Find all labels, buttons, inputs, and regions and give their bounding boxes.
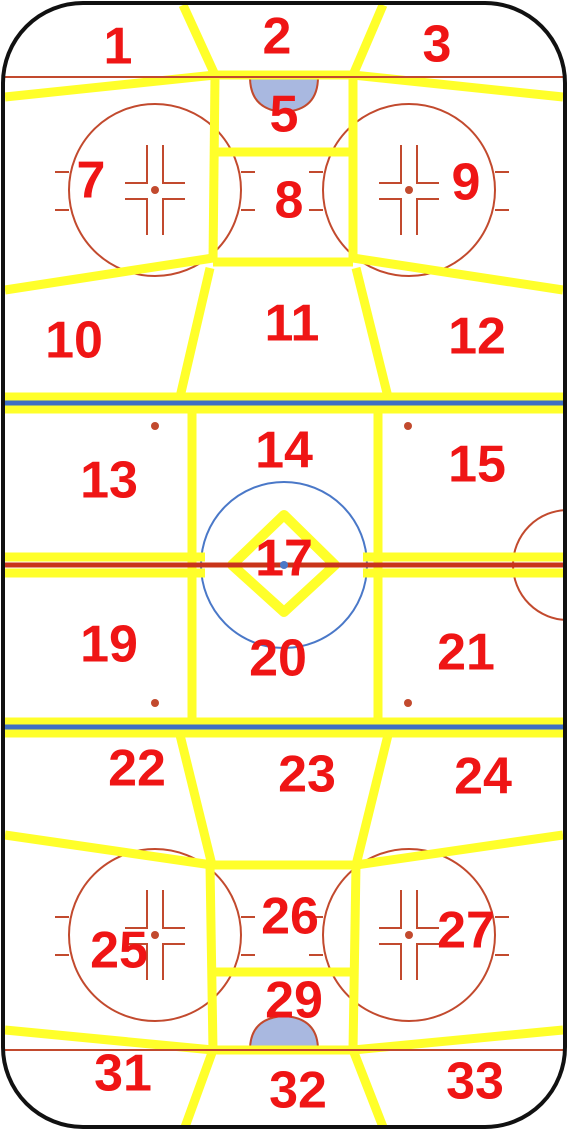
zone-label-14: 14	[255, 422, 313, 480]
faceoff-circle-top-left	[55, 103, 255, 277]
zone-label-23: 23	[278, 746, 336, 804]
rink-markings	[3, 3, 565, 1127]
zone-label-12: 12	[448, 308, 506, 366]
center-ice-dot	[280, 561, 288, 569]
zone-label-20: 20	[249, 630, 307, 688]
zone-label-33: 33	[446, 1053, 504, 1111]
zone-label-11: 11	[265, 295, 320, 353]
zone-label-19: 19	[80, 616, 138, 674]
zone-labels: 1 2 3 5 7 8 9 10 11 12 13 14 15 17 19 20…	[45, 8, 512, 1120]
goal-crease-top	[248, 76, 320, 114]
zone-label-7: 7	[77, 152, 106, 210]
faceoff-dot-neutral-bottom-left	[151, 699, 159, 707]
zone-label-10: 10	[45, 312, 103, 370]
zone-label-2: 2	[263, 8, 292, 66]
zone-label-26: 26	[261, 888, 319, 946]
faceoff-dot-neutral-top-left	[151, 422, 159, 430]
zone-label-13: 13	[80, 452, 138, 510]
faceoff-dot-neutral-top-right	[404, 422, 412, 430]
faceoff-circle-top-right	[309, 103, 509, 277]
zone-label-15: 15	[448, 436, 506, 494]
zone-label-1: 1	[104, 18, 133, 76]
zone-label-9: 9	[452, 154, 481, 212]
faceoff-dot-neutral-bottom-right	[404, 699, 412, 707]
zone-label-17: 17	[255, 530, 313, 588]
zone-label-21: 21	[437, 624, 495, 682]
zone-label-5: 5	[270, 86, 299, 144]
zone-label-27: 27	[437, 902, 495, 960]
zone-label-31: 31	[94, 1045, 152, 1103]
zone-label-8: 8	[275, 172, 304, 230]
goal-crease-bottom	[248, 1014, 320, 1051]
faceoff-circle-bottom-left	[55, 848, 255, 1022]
zone-label-29: 29	[265, 972, 323, 1030]
zone-label-32: 32	[269, 1062, 327, 1120]
faceoff-circle-bottom-right	[309, 848, 509, 1022]
zone-label-3: 3	[423, 16, 452, 74]
zone-label-22: 22	[108, 740, 166, 798]
zone-label-24: 24	[454, 748, 512, 806]
zone-label-25: 25	[90, 922, 148, 980]
